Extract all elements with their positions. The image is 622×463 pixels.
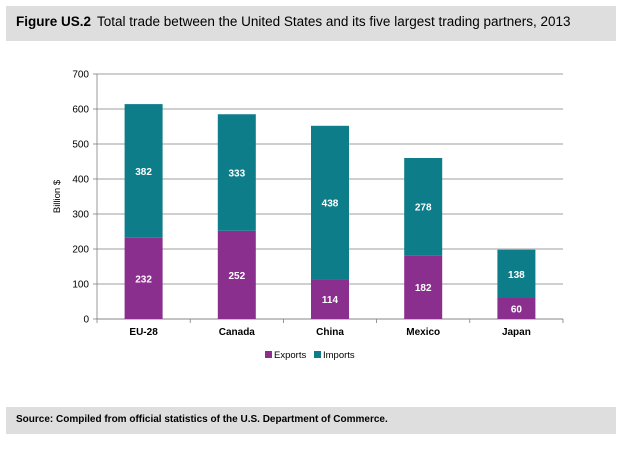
figure-title: Figure US.2 Total trade between the Unite… [16,14,571,29]
bar-exports-eu-28 [124,237,163,319]
data-label-imports-china: 438 [322,198,339,209]
y-tick-label-600: 600 [72,105,89,116]
y-tick-label-500: 500 [72,140,89,151]
y-axis-label: Billion $ [52,179,63,213]
data-label-exports-eu-28: 232 [135,274,152,285]
title-band: Figure US.2 Total trade between the Unite… [6,6,616,41]
bar-exports-japan [497,298,536,319]
bar-imports-china [311,125,349,280]
legend-swatch-exports [265,351,272,358]
x-tick-label-china: China [316,327,344,338]
y-tick-label-100: 100 [72,280,89,291]
bar-imports-canada [217,114,256,231]
data-label-exports-japan: 60 [511,305,523,316]
data-label-imports-canada: 333 [228,169,245,180]
bar-imports-mexico [404,158,443,256]
source-band: Source: Compiled from official statistic… [6,407,616,434]
data-label-exports-china: 114 [322,295,339,306]
data-label-imports-japan: 138 [508,270,525,281]
chart-area: 0 100 200 300 400 500 600 700 Billion $ 232 382 EU-… [0,41,622,401]
x-tick-label-mexico: Mexico [406,327,440,338]
legend-label-exports: Exports [274,350,306,361]
y-tick-label-0: 0 [83,315,89,326]
y-tick-label-200: 200 [72,245,89,256]
y-tick-label-700: 700 [72,70,89,81]
source-note: Source: Compiled from official statistic… [16,414,388,425]
stacked-bar-chart: 0 100 200 300 400 500 600 700 Billion $ 232 382 EU-… [52,70,564,361]
data-label-exports-mexico: 182 [415,283,432,294]
figure-title-text: Total trade between the United States an… [97,14,571,29]
data-label-imports-mexico: 278 [415,203,432,214]
y-tick-label-400: 400 [72,175,89,186]
bar-imports-japan [497,249,536,298]
x-tick-label-canada: Canada [219,327,256,338]
bar-exports-china [311,279,349,319]
x-tick-label-eu-28: EU-28 [129,327,158,338]
data-label-imports-eu-28: 382 [135,167,152,178]
legend-swatch-imports [314,351,321,358]
bar-imports-eu-28 [124,104,163,238]
bar-exports-canada [217,230,256,319]
y-tick-label-300: 300 [72,210,89,221]
figure-label: Figure US.2 [16,14,92,29]
legend-label-imports: Imports [323,350,355,361]
x-tick-label-japan: Japan [502,327,531,338]
bar-exports-mexico [404,255,443,319]
data-label-exports-canada: 252 [228,271,245,282]
